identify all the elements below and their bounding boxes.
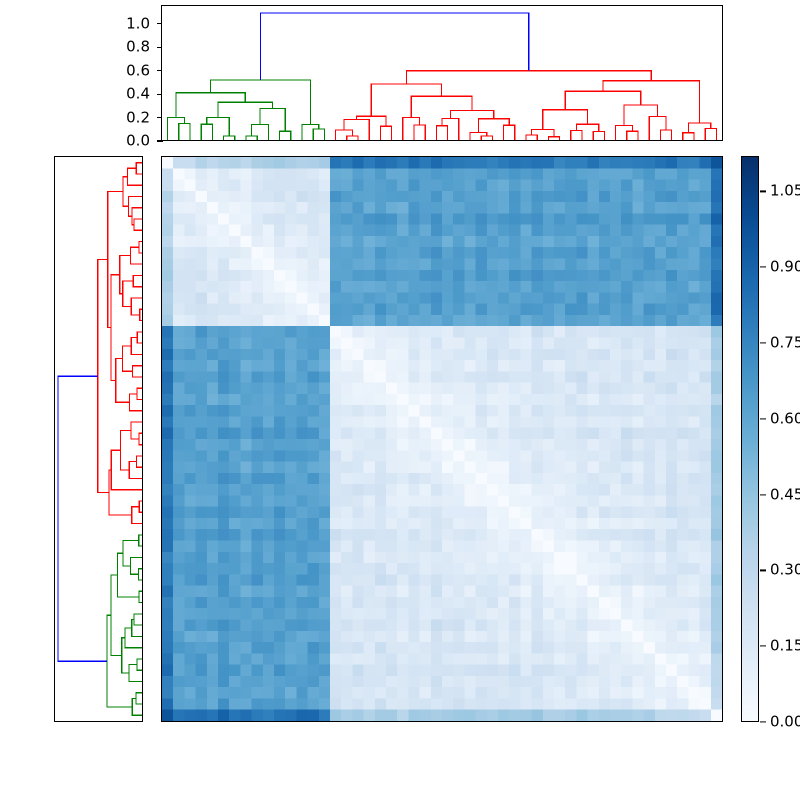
colorbar-tick-label: 0.15 (770, 636, 800, 655)
colorbar-tick-label: 0.60 (770, 409, 800, 428)
column-dendrogram-tick-mark (157, 140, 163, 142)
colorbar (741, 156, 759, 722)
row-dendrogram-cluster-red (97, 162, 142, 525)
colorbar-tick-mark (760, 569, 766, 571)
colorbar-tick-mark (760, 493, 766, 496)
colorbar-tick-mark (760, 645, 766, 647)
column-dendrogram (161, 5, 723, 141)
column-dendrogram-tick-label: 1.0 (126, 14, 150, 33)
column-dendrogram-root-link (259, 12, 530, 80)
column-dendrogram-links (166, 12, 718, 140)
colorbar-tick-mark (760, 266, 766, 268)
column-dendrogram-tick-mark (157, 93, 163, 95)
colorbar-tick-label: 0.75 (770, 333, 800, 352)
row-dendrogram-links (57, 162, 142, 716)
column-dendrogram-tick-labels: 0.0 0.2 0.4 0.6 0.8 1.0 (100, 0, 158, 150)
heatmap-matrix (161, 156, 723, 722)
colorbar-tick-mark (760, 418, 766, 420)
column-dendrogram-tick-label: 0.4 (126, 84, 150, 103)
colorbar-tick-labels: 0.00 0.15 0.30 0.45 0.60 0.75 0.90 1.05 (760, 150, 800, 730)
column-dendrogram-tick-mark (157, 116, 163, 119)
column-dendrogram-tick-label: 0.8 (126, 37, 150, 56)
row-dendrogram-root-link (57, 375, 107, 662)
colorbar-tick-mark (760, 721, 766, 723)
column-dendrogram-tick-mark (157, 46, 163, 48)
heatmap-canvas (162, 157, 722, 721)
colorbar-tick-mark (760, 190, 766, 192)
column-dendrogram-cluster-green (166, 79, 326, 140)
row-dendrogram-cluster-green (106, 534, 142, 716)
colorbar-tick-mark (760, 342, 766, 344)
column-dendrogram-cluster-red (334, 70, 718, 140)
colorbar-tick-label: 0.45 (770, 485, 800, 504)
column-dendrogram-tick-label: 0.0 (126, 131, 150, 150)
colorbar-gradient (742, 157, 758, 721)
colorbar-tick-label: 1.05 (770, 181, 800, 200)
colorbar-tick-label: 0.30 (770, 560, 800, 579)
colorbar-tick-label: 0.90 (770, 257, 800, 276)
colorbar-tick-label: 0.00 (770, 712, 800, 731)
column-dendrogram-tick-marks (155, 0, 163, 146)
column-dendrogram-tick-mark (157, 70, 163, 72)
column-dendrogram-tick-label: 0.6 (126, 61, 150, 80)
column-dendrogram-tick-label: 0.2 (126, 108, 150, 127)
row-dendrogram (54, 156, 143, 722)
column-dendrogram-tick-mark (157, 23, 163, 25)
